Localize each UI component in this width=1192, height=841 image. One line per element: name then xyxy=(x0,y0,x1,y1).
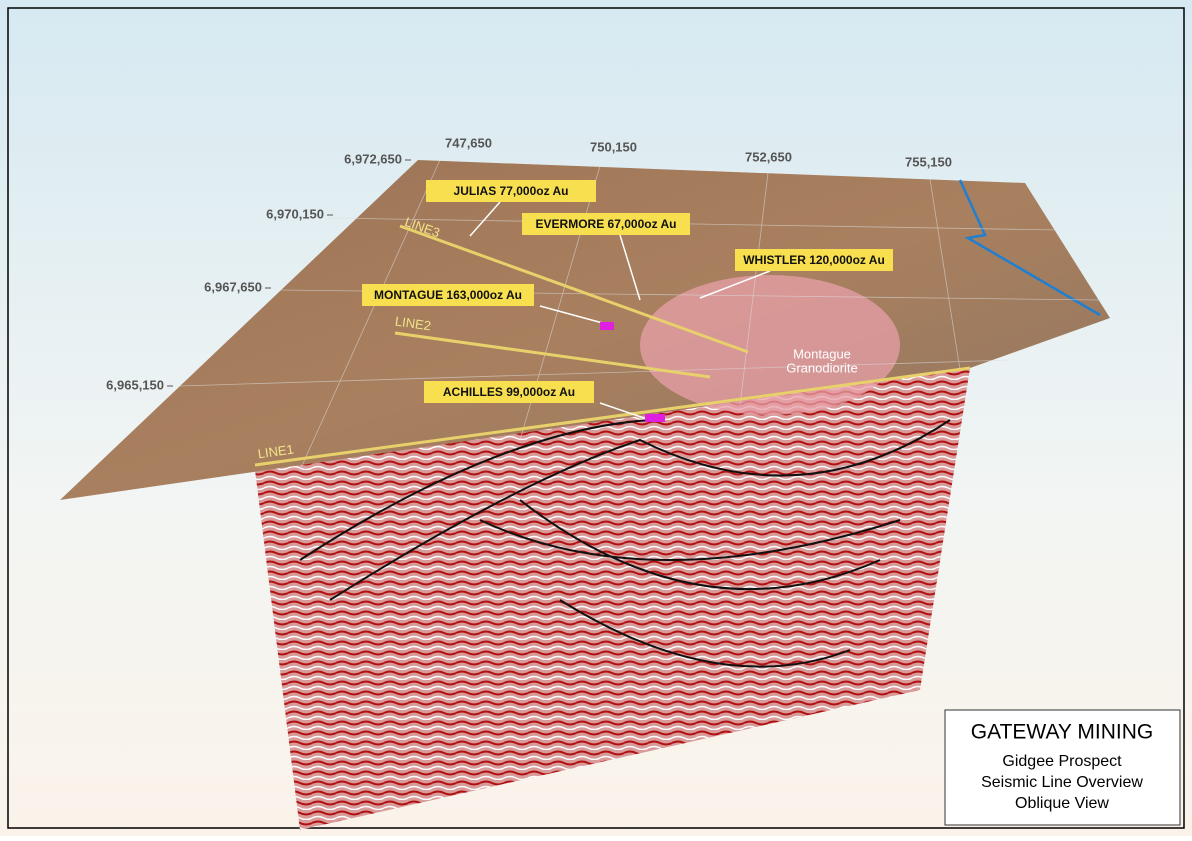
northing-label: 6,965,150 xyxy=(106,377,164,392)
seismic-lines xyxy=(254,224,971,467)
geology-label: Granodiorite xyxy=(786,360,858,375)
legend-box xyxy=(944,709,1181,826)
northing-label: 6,967,650 xyxy=(204,279,262,294)
easting-label: 755,150 xyxy=(905,154,952,169)
deposit-label: MONTAGUE 163,000oz Au xyxy=(374,288,522,302)
easting-label: 750,150 xyxy=(590,139,637,154)
deposit-box xyxy=(424,381,594,403)
deposit-box xyxy=(362,284,534,306)
northing-label: 6,972,650 xyxy=(344,151,402,166)
legend-line: Seismic Line Overview xyxy=(981,774,1143,791)
legend-line: Oblique View xyxy=(1015,795,1109,812)
easting-label: 747,650 xyxy=(445,135,492,150)
granodiorite xyxy=(640,275,900,415)
deposit-label: WHISTLER 120,000oz Au xyxy=(743,253,885,267)
seismic-faults xyxy=(299,419,951,668)
northing-label: 6,970,150 xyxy=(266,206,324,221)
pit xyxy=(600,322,614,330)
deposit-box xyxy=(735,249,893,271)
geology-label: Montague xyxy=(793,346,851,361)
pointers xyxy=(469,201,771,421)
easting-label: 752,650 xyxy=(745,149,792,164)
deposit-box xyxy=(522,213,690,235)
legend-title: GATEWAY MINING xyxy=(971,721,1153,744)
deposit-box xyxy=(426,180,596,202)
pit xyxy=(645,414,665,422)
deposit-label: EVERMORE 67,000oz Au xyxy=(536,217,677,231)
deposit-label: JULIAS 77,000oz Au xyxy=(454,184,569,198)
line-label: LINE2 xyxy=(394,314,432,334)
frame xyxy=(7,7,1185,829)
line-label: LINE1 xyxy=(257,441,295,461)
drainage xyxy=(958,179,1101,317)
legend-line: Gidgee Prospect xyxy=(1002,753,1122,770)
deposit-label: ACHILLES 99,000oz Au xyxy=(443,385,575,399)
surface-plane xyxy=(60,160,1110,500)
